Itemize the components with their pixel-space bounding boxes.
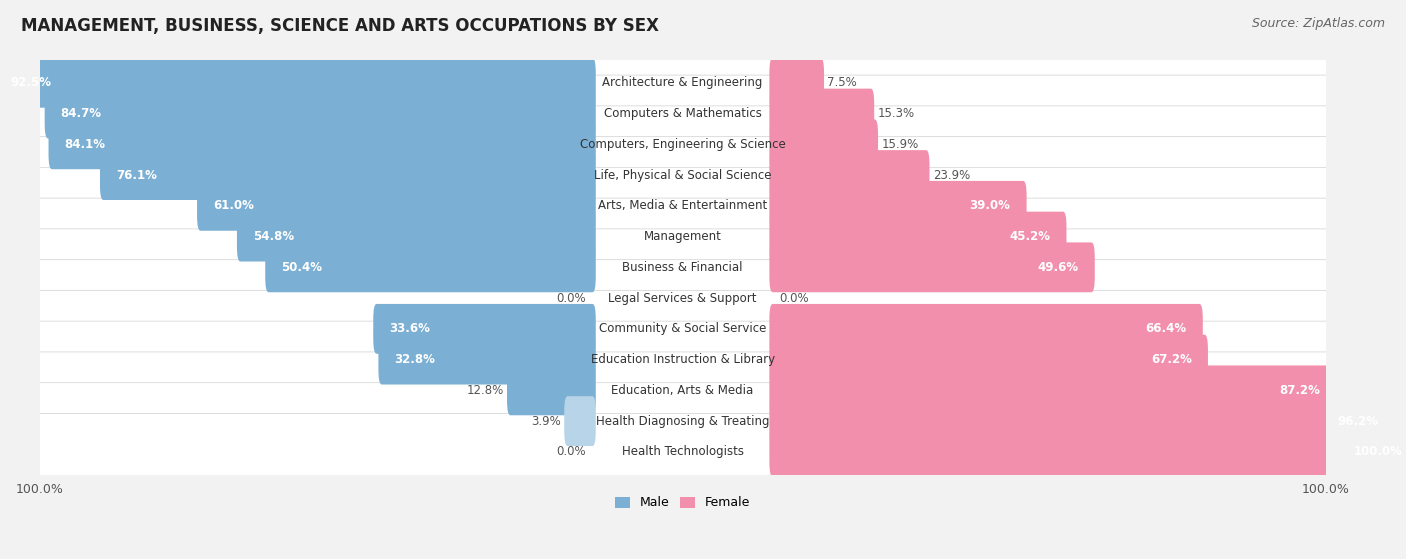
Text: 49.6%: 49.6% <box>1038 261 1078 274</box>
FancyBboxPatch shape <box>34 321 1330 398</box>
FancyBboxPatch shape <box>266 243 596 292</box>
FancyBboxPatch shape <box>378 335 596 385</box>
Text: Computers & Mathematics: Computers & Mathematics <box>603 107 762 120</box>
FancyBboxPatch shape <box>34 106 1330 183</box>
Text: 33.6%: 33.6% <box>389 323 430 335</box>
FancyBboxPatch shape <box>769 427 1406 477</box>
FancyBboxPatch shape <box>34 414 1330 490</box>
FancyBboxPatch shape <box>34 198 1330 275</box>
Text: Health Diagnosing & Treating: Health Diagnosing & Treating <box>596 415 769 428</box>
Text: Community & Social Service: Community & Social Service <box>599 323 766 335</box>
Text: 87.2%: 87.2% <box>1279 384 1320 397</box>
FancyBboxPatch shape <box>769 181 1026 231</box>
Text: Education Instruction & Library: Education Instruction & Library <box>591 353 775 366</box>
FancyBboxPatch shape <box>34 167 1330 244</box>
Text: Life, Physical & Social Science: Life, Physical & Social Science <box>593 169 772 182</box>
FancyBboxPatch shape <box>769 396 1395 446</box>
Text: 3.9%: 3.9% <box>531 415 561 428</box>
FancyBboxPatch shape <box>34 75 1330 152</box>
FancyBboxPatch shape <box>34 44 1330 121</box>
Text: Management: Management <box>644 230 721 243</box>
Text: Health Technologists: Health Technologists <box>621 446 744 458</box>
FancyBboxPatch shape <box>769 212 1067 262</box>
Text: 15.3%: 15.3% <box>877 107 914 120</box>
Text: Source: ZipAtlas.com: Source: ZipAtlas.com <box>1251 17 1385 30</box>
Text: 0.0%: 0.0% <box>557 292 586 305</box>
Text: 76.1%: 76.1% <box>117 169 157 182</box>
FancyBboxPatch shape <box>34 136 1330 214</box>
FancyBboxPatch shape <box>34 259 1330 337</box>
Text: 50.4%: 50.4% <box>281 261 322 274</box>
Legend: Male, Female: Male, Female <box>610 491 755 514</box>
FancyBboxPatch shape <box>197 181 596 231</box>
FancyBboxPatch shape <box>769 366 1337 415</box>
Text: 12.8%: 12.8% <box>467 384 503 397</box>
Text: Business & Financial: Business & Financial <box>623 261 742 274</box>
Text: 54.8%: 54.8% <box>253 230 294 243</box>
Text: Architecture & Engineering: Architecture & Engineering <box>602 76 763 89</box>
Text: 45.2%: 45.2% <box>1010 230 1050 243</box>
Text: 84.7%: 84.7% <box>60 107 101 120</box>
Text: 0.0%: 0.0% <box>779 292 808 305</box>
FancyBboxPatch shape <box>769 120 879 169</box>
Text: MANAGEMENT, BUSINESS, SCIENCE AND ARTS OCCUPATIONS BY SEX: MANAGEMENT, BUSINESS, SCIENCE AND ARTS O… <box>21 17 659 35</box>
FancyBboxPatch shape <box>34 229 1330 306</box>
FancyBboxPatch shape <box>769 89 875 139</box>
FancyBboxPatch shape <box>564 396 596 446</box>
Text: Computers, Engineering & Science: Computers, Engineering & Science <box>579 138 786 151</box>
FancyBboxPatch shape <box>769 58 824 108</box>
Text: Arts, Media & Entertainment: Arts, Media & Entertainment <box>598 200 768 212</box>
FancyBboxPatch shape <box>238 212 596 262</box>
Text: 100.0%: 100.0% <box>1354 446 1403 458</box>
Text: Education, Arts & Media: Education, Arts & Media <box>612 384 754 397</box>
Text: 39.0%: 39.0% <box>970 200 1011 212</box>
Text: 84.1%: 84.1% <box>65 138 105 151</box>
FancyBboxPatch shape <box>373 304 596 354</box>
Text: 15.9%: 15.9% <box>882 138 918 151</box>
FancyBboxPatch shape <box>769 150 929 200</box>
FancyBboxPatch shape <box>45 89 596 139</box>
Text: 7.5%: 7.5% <box>827 76 858 89</box>
FancyBboxPatch shape <box>49 120 596 169</box>
FancyBboxPatch shape <box>100 150 596 200</box>
FancyBboxPatch shape <box>34 291 1330 367</box>
Text: Legal Services & Support: Legal Services & Support <box>609 292 756 305</box>
FancyBboxPatch shape <box>34 383 1330 459</box>
Text: 92.5%: 92.5% <box>11 76 52 89</box>
Text: 0.0%: 0.0% <box>557 446 586 458</box>
Text: 67.2%: 67.2% <box>1152 353 1192 366</box>
FancyBboxPatch shape <box>769 335 1208 385</box>
FancyBboxPatch shape <box>769 304 1202 354</box>
FancyBboxPatch shape <box>34 352 1330 429</box>
FancyBboxPatch shape <box>0 58 596 108</box>
Text: 23.9%: 23.9% <box>932 169 970 182</box>
Text: 66.4%: 66.4% <box>1146 323 1187 335</box>
Text: 96.2%: 96.2% <box>1337 415 1378 428</box>
FancyBboxPatch shape <box>508 366 596 415</box>
Text: 32.8%: 32.8% <box>395 353 436 366</box>
Text: 61.0%: 61.0% <box>214 200 254 212</box>
FancyBboxPatch shape <box>769 243 1095 292</box>
